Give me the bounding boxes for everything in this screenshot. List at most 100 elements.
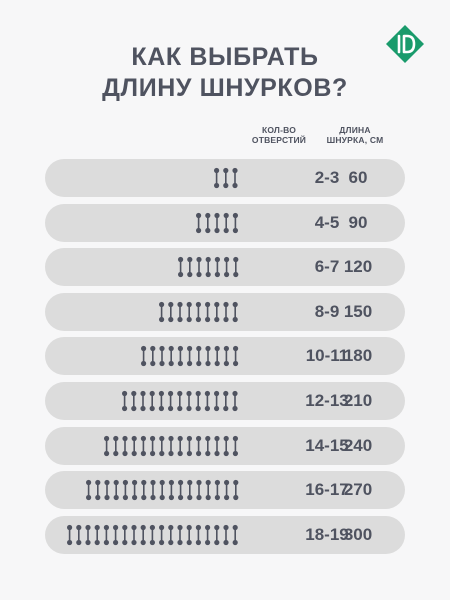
eyelet-pair <box>131 390 137 412</box>
eyelet-pair <box>214 480 220 501</box>
eyelet-dot <box>232 167 238 174</box>
eyelet-dot <box>195 301 202 307</box>
eyelet-dot <box>223 450 229 456</box>
eyelet-dot <box>177 405 183 412</box>
eyelet-pair <box>205 212 211 233</box>
eyelet-dot <box>140 539 146 545</box>
eyelet-dot <box>177 495 183 501</box>
eyelet-pair <box>122 390 128 412</box>
eyelet-dot <box>195 272 202 278</box>
eyelet-pair <box>214 346 220 367</box>
table-row: 6-7 120 <box>45 248 405 287</box>
eyelet-dot <box>205 346 211 352</box>
eyelet-dot <box>186 495 192 501</box>
eyelet-dot <box>214 480 220 486</box>
eyelet-pair <box>223 435 229 456</box>
holes-count: 18-19 <box>305 524 349 544</box>
eyelet-dot <box>177 316 183 322</box>
eyelet-dot <box>186 480 192 486</box>
eyelet-pair <box>195 390 202 412</box>
eyelet-dot <box>214 346 220 352</box>
eyelet-dot <box>140 435 146 441</box>
eyelet-pair <box>214 390 220 412</box>
eyelet-dot <box>85 524 91 530</box>
eyelet-pair <box>214 167 220 189</box>
eyelet-pair <box>159 435 165 456</box>
eyelet-pair <box>113 480 119 501</box>
eyelet-pair <box>103 524 110 545</box>
eyelet-pair <box>195 257 202 278</box>
eyelet-dot <box>177 346 183 352</box>
holes-count: 4-5 <box>314 212 340 232</box>
eyelet-pair <box>159 390 165 412</box>
eyelet-pair <box>159 346 165 367</box>
eyelet-pair <box>186 435 192 456</box>
eyelet-dot <box>186 390 192 397</box>
eyelet-dot <box>149 346 156 352</box>
eyelet-dot <box>67 539 73 545</box>
eyelet-dot <box>122 495 128 501</box>
eyelet-pair <box>168 301 174 322</box>
eyelet-dot <box>122 435 128 441</box>
eyelet-pair <box>205 257 211 278</box>
eyelet-dot <box>159 301 165 307</box>
eyelet-dot <box>232 212 238 218</box>
lace-eyelets-icon <box>214 167 238 189</box>
eyelet-dot <box>214 272 220 278</box>
eyelet-pair <box>223 301 229 322</box>
eyelet-dot <box>103 524 110 530</box>
table-row: 8-9 150 <box>45 292 405 331</box>
brand-logo-icon <box>386 25 424 63</box>
eyelet-pair <box>149 390 156 412</box>
eyelet-dot <box>232 405 238 412</box>
eyelet-dot <box>140 346 146 352</box>
eyelet-dot <box>205 212 211 218</box>
holes-count: 12-13 <box>305 391 349 410</box>
eyelet-dot <box>168 495 174 501</box>
eyelet-dot <box>159 405 165 412</box>
eyelet-pair <box>214 524 220 545</box>
eyelet-dot <box>232 450 238 456</box>
holes-count: 10-11 <box>305 346 349 366</box>
lace-length: 120 <box>343 257 373 277</box>
eyelet-dot <box>205 361 211 367</box>
eyelet-dot <box>214 167 220 174</box>
lace-eyelets-icon <box>67 524 238 545</box>
eyelet-pair <box>113 524 119 545</box>
eyelet-dot <box>196 435 202 441</box>
eyelet-dot <box>140 450 146 456</box>
eyelet-dot <box>214 227 220 233</box>
table-row: 14-15 240 <box>45 426 405 465</box>
eyelet-dot <box>149 524 156 530</box>
length-column-header: ДЛИНА ШНУРКА, СМ <box>318 125 392 145</box>
eyelet-dot <box>168 316 174 322</box>
eyelet-pair <box>131 524 137 545</box>
eyelet-pair <box>214 301 220 322</box>
eyelet-pair <box>205 435 211 456</box>
eyelet-dot <box>214 316 220 322</box>
eyelet-pair <box>232 212 238 233</box>
lace-eyelets-icon <box>140 346 238 367</box>
eyelet-pair <box>122 480 128 501</box>
eyelet-dot <box>223 405 229 412</box>
eyelet-dot <box>186 539 192 545</box>
lace-eyelets-icon <box>85 480 238 501</box>
eyelet-dot <box>186 405 192 412</box>
title-line-2: ДЛИНУ ШНУРКОВ? <box>102 74 348 102</box>
eyelet-dot <box>232 346 238 352</box>
eyelet-dot <box>223 301 229 307</box>
eyelet-pair <box>177 257 183 278</box>
eyelet-dot <box>205 495 211 501</box>
eyelet-pair <box>150 435 156 456</box>
eyelet-dot <box>122 480 128 486</box>
eyelet-dot <box>223 227 229 233</box>
eyelet-dot <box>150 450 156 456</box>
eyelet-pair <box>196 212 202 233</box>
eyelet-dot <box>131 539 137 545</box>
eyelet-dot <box>113 480 119 486</box>
eyelet-dot <box>223 495 229 501</box>
eyelet-dot <box>232 524 238 530</box>
eyelet-dot <box>232 272 238 278</box>
eyelet-dot <box>131 524 137 530</box>
eyelet-dot <box>205 539 211 545</box>
